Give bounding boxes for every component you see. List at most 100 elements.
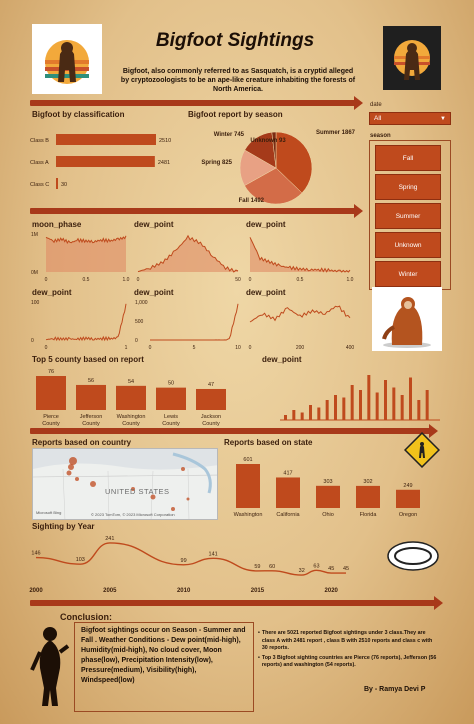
year-data-label: 103 bbox=[76, 557, 85, 563]
dew-point-bar-chart bbox=[280, 375, 440, 421]
state-value-label: 417 bbox=[283, 470, 292, 476]
season-pie-label: Spring 825 bbox=[201, 160, 232, 166]
map-location-bubble bbox=[90, 481, 96, 487]
year-data-label: 59 bbox=[254, 564, 260, 570]
county-bar bbox=[116, 385, 146, 410]
small-chart-ytick: 100 bbox=[31, 300, 40, 306]
county-category-label: County bbox=[162, 421, 180, 427]
dew-point-title-5: dew_point bbox=[246, 288, 286, 297]
small-chart-xtick: 1.0 bbox=[123, 277, 130, 282]
divider-arrow bbox=[30, 596, 443, 610]
season-pie-title: Bigfoot report by season bbox=[188, 110, 283, 119]
county-category-label: Washington bbox=[117, 414, 146, 420]
dew-point-bar bbox=[334, 395, 337, 420]
small-chart-ytick: 0M bbox=[31, 270, 38, 276]
map-location-bubble bbox=[75, 477, 79, 481]
classification-value-label: 30 bbox=[61, 182, 67, 188]
year-xtick: 2015 bbox=[251, 588, 265, 594]
small-chart-area bbox=[46, 235, 126, 272]
season-option-unknown[interactable]: Unknown bbox=[375, 232, 441, 258]
conclusion-bullet-1: • There are 5021 reported Bigfoot sightin… bbox=[258, 630, 433, 652]
dew-point-bar bbox=[359, 390, 362, 420]
small-chart-xtick: 0 bbox=[149, 345, 152, 350]
season-pie-label: Unknown 93 bbox=[250, 138, 286, 144]
year-xtick: 2020 bbox=[325, 588, 339, 594]
year-data-label: 60 bbox=[269, 564, 275, 570]
chevron-down-icon: ▼ bbox=[440, 115, 446, 122]
dew-point-chart-2: 0 0.5 1.0 bbox=[249, 237, 354, 282]
bigfoot-road-sign-icon bbox=[403, 431, 441, 469]
conclusion-title: Conclusion: bbox=[60, 612, 112, 622]
county-chart: 76PierceCounty56JeffersonCounty54Washing… bbox=[36, 369, 226, 427]
state-title: Reports based on state bbox=[224, 438, 313, 447]
classification-value-label: 2510 bbox=[159, 138, 171, 144]
small-chart-xtick: 0.5 bbox=[83, 277, 90, 282]
county-title: Top 5 county based on report bbox=[32, 355, 144, 364]
season-option-spring[interactable]: Spring bbox=[375, 174, 441, 200]
classification-chart: Class B 2510 Class A 2481 Class C 30 bbox=[30, 134, 171, 189]
season-option-fall[interactable]: Fall bbox=[375, 145, 441, 171]
map-location-bubble bbox=[131, 487, 135, 491]
county-value-label: 56 bbox=[88, 378, 94, 384]
bigfoot-logo-badge bbox=[386, 540, 440, 572]
bigfoot-sunset-logo bbox=[32, 24, 102, 94]
date-dropdown[interactable]: All ▼ bbox=[369, 112, 451, 125]
small-chart-ytick: 1,000 bbox=[135, 300, 148, 306]
divider-arrow bbox=[30, 204, 363, 218]
bigfoot-dark-logo bbox=[383, 26, 441, 90]
state-category-label: Ohio bbox=[322, 512, 334, 518]
classification-category-label: Class A bbox=[30, 160, 49, 166]
year-xtick: 2010 bbox=[177, 588, 191, 594]
small-chart-area bbox=[138, 235, 238, 272]
county-category-label: Lewis bbox=[164, 414, 178, 420]
dew-point-chart-5: 0 200 400 bbox=[249, 305, 354, 350]
conclusion-right-box: • There are 5021 reported Bigfoot sightin… bbox=[258, 630, 438, 670]
small-chart-xtick: 0 bbox=[249, 345, 252, 350]
small-chart-xtick: 0 bbox=[45, 277, 48, 282]
season-filter-label: season bbox=[370, 133, 391, 139]
small-chart-xtick: 0 bbox=[137, 277, 140, 282]
moon-phase-title: moon_phase bbox=[32, 220, 82, 229]
classification-title: Bigfoot by classification bbox=[32, 110, 125, 119]
country-map[interactable]: UNITED STATES Microsoft Bing © 2023 TomT… bbox=[32, 448, 218, 520]
season-pie-label: Summer 1867 bbox=[316, 130, 356, 136]
small-chart-xtick: 0 bbox=[45, 345, 48, 350]
dew-point-title-2: dew_point bbox=[246, 220, 286, 229]
moon-phase-chart: 0M 1M 0 0.5 1.0 bbox=[31, 232, 130, 282]
dew-point-title-1: dew_point bbox=[134, 220, 174, 229]
dew-point-title-4: dew_point bbox=[134, 288, 174, 297]
small-chart-line bbox=[137, 234, 239, 273]
map-location-bubble bbox=[66, 470, 72, 476]
dew-point-bar bbox=[325, 400, 329, 420]
state-category-label: Oregon bbox=[399, 512, 417, 518]
year-xtick: 2000 bbox=[29, 588, 43, 594]
small-chart-xtick: 0.5 bbox=[297, 277, 304, 282]
season-pie-chart: Summer 1867 Fall 1492 Spring 825 Winter 745… bbox=[201, 130, 356, 205]
conclusion-left-box: Bigfoot sightings occur on Season - Summ… bbox=[74, 622, 254, 712]
small-chart-line bbox=[249, 237, 351, 273]
county-category-label: County bbox=[82, 421, 100, 427]
dew-point-bar bbox=[350, 385, 354, 420]
dew-point-bar bbox=[409, 377, 412, 420]
small-chart-ytick: 0 bbox=[31, 338, 34, 344]
season-option-winter[interactable]: Winter bbox=[375, 261, 441, 287]
dew-point-bar bbox=[300, 412, 304, 420]
page-title: Bigfoot Sightings bbox=[155, 30, 315, 51]
season-pie-slice bbox=[271, 131, 277, 169]
divider-arrow bbox=[30, 96, 363, 110]
year-data-label: 99 bbox=[181, 558, 187, 564]
dew-point-bar bbox=[375, 392, 379, 420]
state-value-label: 303 bbox=[323, 479, 332, 485]
small-chart-area bbox=[250, 237, 350, 272]
dew-point-bar bbox=[309, 405, 312, 420]
classification-bar bbox=[56, 134, 156, 145]
dew-point-title-3: dew_point bbox=[32, 288, 72, 297]
conclusion-left-text: Bigfoot sightings occur on Season - Summ… bbox=[81, 627, 246, 684]
season-option-summer[interactable]: Summer bbox=[375, 203, 441, 229]
small-chart-line bbox=[45, 303, 127, 342]
year-data-label: 241 bbox=[105, 536, 114, 542]
map-brand: Microsoft Bing bbox=[36, 510, 62, 515]
classification-bar bbox=[56, 178, 58, 189]
map-country-label: UNITED STATES bbox=[105, 487, 170, 496]
